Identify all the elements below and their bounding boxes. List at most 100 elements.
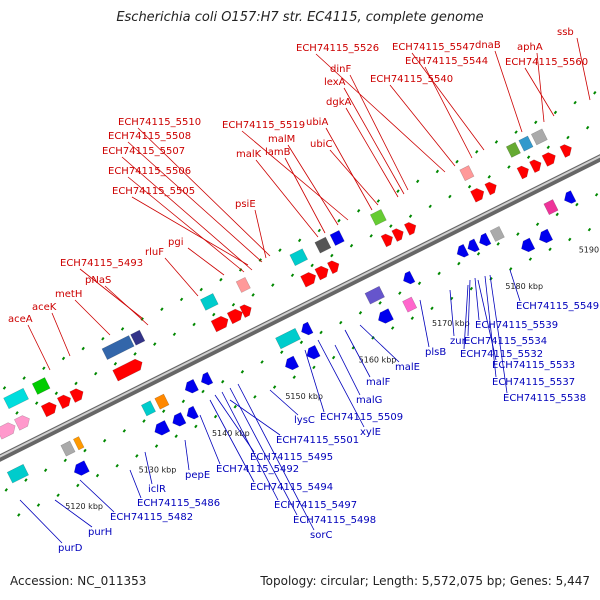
gene-block	[226, 308, 243, 325]
guide-dot	[95, 473, 100, 478]
guide-dot	[101, 336, 105, 341]
forward-leader-line	[187, 247, 225, 276]
guide-dot	[271, 283, 275, 287]
reverse-gene-label: ECH74115_5537	[492, 377, 575, 388]
guide-dot	[494, 140, 499, 144]
forward-gene-label: ECH74115_5505	[112, 186, 195, 197]
reverse-leader-line	[467, 279, 471, 337]
guide-dot	[297, 238, 302, 243]
guide-dot	[115, 463, 119, 468]
guide-dot	[76, 483, 80, 488]
guide-dot	[280, 350, 284, 354]
guide-dot	[435, 169, 440, 174]
forward-gene-label: lexA	[324, 77, 346, 88]
gene-block	[369, 209, 387, 226]
gene-block	[56, 394, 71, 410]
reverse-gene-label: xylE	[360, 427, 381, 438]
reverse-gene-label: ECH74115_5533	[492, 360, 575, 371]
gene-block	[539, 228, 554, 244]
guide-dot	[376, 199, 381, 203]
forward-gene-label: dgkA	[326, 97, 351, 108]
accession-text: Accession: NC_011353	[10, 574, 147, 588]
gene-block	[391, 228, 404, 242]
reverse-gene-label: plsB	[425, 347, 446, 358]
gene-block	[235, 276, 251, 293]
gene-block	[112, 358, 143, 382]
guide-dot	[331, 355, 336, 360]
gene-block	[300, 272, 317, 288]
reverse-leader-line	[509, 269, 521, 302]
guide-dot	[526, 155, 531, 159]
forward-leader-line	[79, 268, 143, 319]
guide-dot	[548, 247, 552, 252]
gene-block	[210, 315, 229, 333]
guide-dot	[4, 488, 8, 492]
reverse-leader-line	[463, 284, 469, 350]
reverse-gene-label: ECH74115_5486	[137, 498, 220, 509]
forward-leader-line	[349, 74, 409, 191]
gene-block	[6, 463, 29, 484]
gene-block	[101, 335, 135, 360]
guide-dot	[142, 419, 146, 423]
kbp-tick-label: 5170 kbp	[432, 319, 470, 328]
guide-dot	[455, 159, 459, 164]
guide-dot	[428, 204, 432, 209]
guide-dot	[122, 429, 127, 433]
gene-block	[3, 387, 29, 410]
gene-block	[403, 270, 416, 285]
guide-dot	[396, 189, 400, 193]
forward-leader-line	[137, 127, 271, 257]
reverse-gene-label: ECH74115_5495	[250, 452, 333, 463]
forward-gene-label: ubiC	[310, 139, 332, 150]
genome-backbone-highlight	[0, 155, 600, 458]
guide-dot	[417, 281, 422, 286]
forward-leader-line	[315, 53, 446, 173]
kbp-tick-label: 5150 kbp	[285, 392, 323, 401]
gene-block	[467, 238, 480, 253]
gene-block	[521, 237, 536, 253]
guide-dot	[133, 352, 137, 356]
reverse-gene-label: malG	[356, 395, 382, 406]
reverse-gene-label: lysC	[294, 415, 315, 426]
gene-block	[456, 243, 470, 258]
guide-dot	[221, 379, 225, 384]
gene-block	[505, 141, 521, 158]
guide-dot	[555, 212, 559, 217]
reverse-gene-label: zur	[450, 336, 467, 347]
gene-block	[564, 190, 577, 204]
forward-gene-label: ECH74115_5547	[392, 42, 475, 53]
gene-block	[403, 222, 417, 236]
guide-dot	[201, 389, 205, 394]
gene-block	[154, 393, 170, 410]
gene-block	[516, 165, 529, 180]
forward-gene-label: aphA	[517, 42, 543, 53]
forward-leader-line	[131, 196, 249, 266]
guide-dot	[2, 386, 7, 390]
guide-dot	[17, 513, 21, 517]
reverse-leader-line	[317, 339, 365, 428]
forward-gene-label: ubiA	[306, 117, 328, 128]
forward-leader-line	[255, 159, 319, 238]
reverse-gene-label: ECH74115_5482	[110, 512, 193, 523]
guide-dot	[349, 243, 354, 248]
gene-block	[285, 355, 300, 371]
reverse-leader-line	[449, 289, 455, 337]
gene-block	[378, 308, 394, 324]
forward-gene-label: ssb	[557, 27, 574, 38]
forward-leader-line	[164, 257, 199, 297]
forward-leader-line	[51, 312, 71, 357]
forward-gene-label: dnaB	[475, 40, 501, 51]
guide-dot	[330, 253, 334, 258]
reverse-leader-line	[474, 277, 480, 321]
guide-dot	[113, 361, 118, 366]
gene-block	[140, 400, 156, 417]
reverse-leader-line	[334, 344, 361, 396]
gene-block	[200, 293, 219, 311]
guide-dot	[566, 135, 570, 140]
guide-dot	[546, 145, 550, 150]
reverse-leader-line	[237, 383, 315, 531]
guide-dot	[410, 316, 415, 320]
gene-block	[529, 159, 542, 174]
reverse-leader-line	[129, 469, 142, 499]
guide-dot	[469, 286, 474, 291]
